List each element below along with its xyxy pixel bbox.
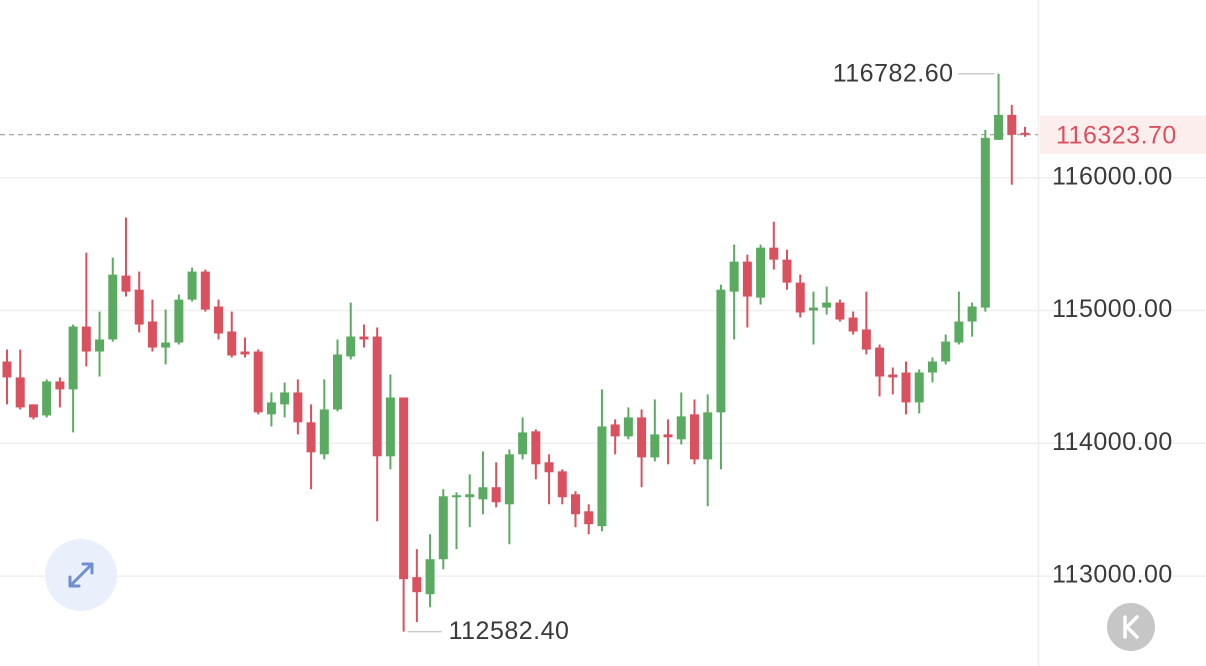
- candle-body: [1020, 132, 1030, 135]
- candle-body: [240, 351, 250, 355]
- candle-body: [385, 397, 395, 457]
- candle-body: [134, 289, 144, 325]
- candle-body: [266, 402, 276, 415]
- candle-body: [319, 409, 329, 455]
- candle-body: [81, 326, 91, 352]
- candle-body: [980, 137, 990, 308]
- y-tick-label: 114000.00: [1052, 428, 1173, 456]
- candle-body: [927, 361, 937, 373]
- candle-body: [161, 342, 171, 348]
- candle-body: [28, 404, 38, 418]
- candle-body: [769, 247, 779, 260]
- k-icon[interactable]: [1123, 615, 1139, 639]
- candle-body: [306, 422, 316, 453]
- candle-body: [835, 302, 845, 320]
- candle-body: [214, 306, 224, 334]
- candle-body: [465, 494, 475, 498]
- candle-body: [808, 307, 818, 311]
- candle-body: [227, 331, 237, 356]
- candle-body: [967, 306, 977, 322]
- candle-body: [438, 496, 448, 560]
- candle-body: [425, 559, 435, 595]
- last-price-label: 116323.70: [1056, 121, 1177, 149]
- candle-body: [663, 434, 673, 438]
- candle-body: [610, 424, 620, 437]
- candle-body: [42, 381, 52, 416]
- candle-body: [518, 432, 528, 455]
- candle-body: [372, 336, 382, 457]
- last-price-label-bg: [1040, 115, 1206, 154]
- candle-body: [795, 282, 805, 313]
- candle-body: [742, 261, 752, 297]
- candle-body: [756, 247, 766, 298]
- candle-body: [280, 392, 290, 405]
- candle-body: [570, 494, 580, 515]
- candle-body: [822, 302, 832, 308]
- candle-body: [55, 381, 65, 390]
- expand-icon[interactable]: [68, 562, 94, 588]
- candle-body: [504, 454, 514, 505]
- candle-body: [333, 354, 343, 410]
- candle-body: [716, 289, 726, 413]
- candle-body: [253, 351, 263, 413]
- candle-body: [914, 372, 924, 403]
- expand-button[interactable]: [45, 539, 117, 611]
- candle-body: [637, 417, 647, 458]
- candle-body: [68, 326, 78, 390]
- candle-body: [729, 261, 739, 292]
- candle-body: [293, 392, 303, 423]
- candle-body: [147, 321, 157, 348]
- candle-body: [676, 416, 686, 440]
- candle-body: [875, 347, 885, 377]
- candle-body: [187, 271, 197, 300]
- candle-body: [782, 259, 792, 283]
- candle-body: [584, 511, 594, 525]
- candle-body: [15, 377, 25, 408]
- candle-body: [399, 397, 409, 580]
- min-annotation-label: 112582.40: [449, 617, 570, 645]
- candle-body: [200, 271, 210, 310]
- candle-body: [452, 495, 462, 498]
- candle-body: [544, 462, 554, 473]
- k-button-bg[interactable]: [1107, 603, 1155, 651]
- candle-body: [359, 336, 369, 340]
- candle-body: [901, 372, 911, 403]
- candle-body: [861, 329, 871, 350]
- candle-body: [346, 336, 356, 357]
- candle-body: [412, 577, 422, 593]
- candle-body: [2, 361, 12, 378]
- max-annotation-label: 116782.60: [833, 59, 954, 87]
- candle-body: [994, 114, 1004, 140]
- candle-body: [888, 374, 898, 378]
- candle-body: [623, 417, 633, 437]
- candle-body: [491, 487, 501, 503]
- candle-body: [121, 275, 131, 292]
- candle-body: [597, 426, 607, 527]
- candle-body: [174, 299, 184, 343]
- candle-body: [650, 434, 660, 458]
- candle-body: [1007, 114, 1017, 135]
- y-tick-label: 116000.00: [1052, 162, 1173, 190]
- candle-body: [848, 317, 858, 332]
- candle-body: [95, 339, 105, 352]
- candle-body: [941, 341, 951, 362]
- candle-body: [689, 414, 699, 460]
- y-tick-label: 113000.00: [1052, 561, 1173, 589]
- candle-body: [108, 274, 118, 340]
- candle-body: [557, 471, 567, 498]
- candle-body: [531, 431, 541, 465]
- y-tick-label: 115000.00: [1052, 295, 1173, 323]
- candle-body: [478, 487, 488, 500]
- k-button[interactable]: [1107, 603, 1155, 651]
- candle-body: [703, 412, 713, 460]
- candle-body: [954, 321, 964, 343]
